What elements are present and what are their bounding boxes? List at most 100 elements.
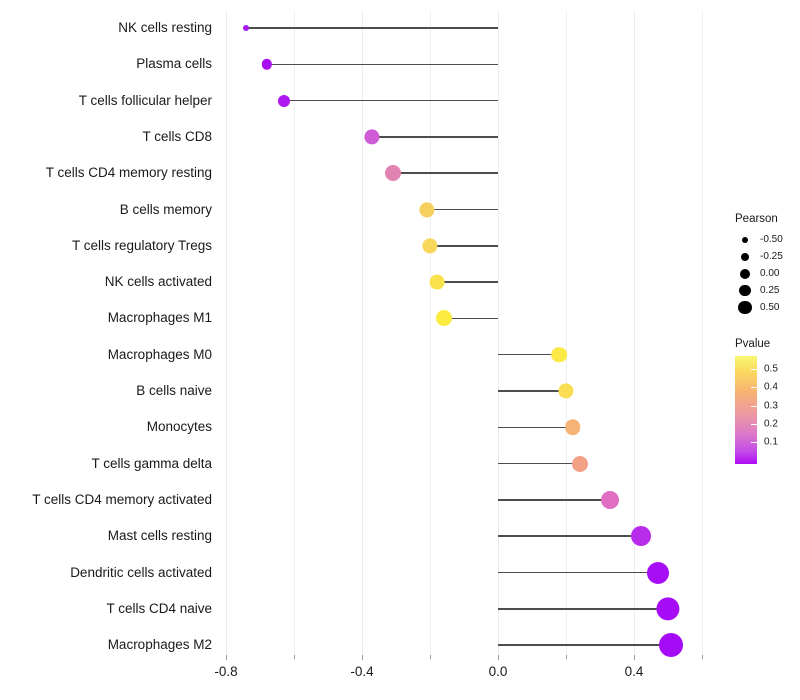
lollipop-point[interactable]: [571, 455, 588, 472]
y-axis-label: NK cells resting: [118, 20, 212, 35]
lollipop-stem: [498, 535, 641, 537]
y-axis-label: T cells gamma delta: [91, 455, 212, 471]
pearson-legend-item: 0.25: [735, 282, 800, 299]
gridline: [498, 10, 499, 655]
lollipop-point[interactable]: [422, 238, 438, 254]
lollipop-stem: [266, 63, 498, 66]
pvalue-colorbar-label: 0.2: [764, 418, 778, 430]
lollipop-stem: [426, 208, 498, 211]
lollipop-stem: [498, 426, 573, 429]
pvalue-colorbar-label: 0.3: [764, 400, 778, 412]
pvalue-color-legend: Pvalue 0.5 0.4 0.3 0.2 0.1: [735, 338, 800, 464]
gridline: [566, 10, 567, 655]
pvalue-colorbar-tick: [751, 442, 757, 444]
y-axis-label: T cells CD8: [142, 128, 212, 144]
gridline: [362, 10, 363, 655]
pearson-legend-dot: [740, 268, 750, 279]
y-axis-label: T cells regulatory Tregs: [71, 237, 212, 253]
lollipop-stem: [498, 644, 672, 646]
gridline: [430, 10, 431, 655]
lollipop-stem: [443, 317, 498, 320]
lollipop-point[interactable]: [659, 633, 684, 658]
lollipop-stem: [498, 571, 658, 574]
x-axis-tick-label: -0.4: [350, 664, 374, 679]
pvalue-colorbar-tick: [751, 387, 757, 389]
pvalue-colorbar: [735, 356, 757, 464]
y-axis-label: Macrophages M1: [107, 310, 212, 326]
x-axis-minor-tick: [702, 655, 703, 659]
y-axis-label: T cells CD4 memory resting: [45, 165, 212, 181]
lollipop-point[interactable]: [261, 59, 272, 70]
pearson-legend-dot: [741, 252, 749, 261]
lollipop-point[interactable]: [429, 274, 445, 290]
lollipop-point[interactable]: [558, 383, 574, 399]
pearson-legend-dot: [739, 284, 751, 297]
lollipop-point[interactable]: [646, 561, 669, 584]
pearson-legend-swatch: [735, 236, 755, 243]
pearson-legend-item: 0.50: [735, 299, 800, 316]
lollipop-stem: [498, 390, 566, 392]
pearson-size-legend: Pearson -0.50 -0.25 0.00 0.25 0.50: [735, 213, 800, 316]
x-axis-minor-tick: [430, 655, 431, 659]
lollipop-point[interactable]: [630, 526, 651, 547]
pearson-legend-label: -0.50: [760, 234, 783, 245]
lollipop-point[interactable]: [565, 419, 581, 436]
x-axis-tick: [498, 655, 499, 660]
y-axis-label: Macrophages M2: [107, 637, 212, 653]
lollipop-point[interactable]: [243, 25, 250, 31]
gridline: [634, 10, 635, 655]
y-axis-label: B cells memory: [119, 201, 212, 217]
lollipop-stem: [430, 245, 498, 247]
lollipop-point[interactable]: [384, 165, 401, 182]
x-axis-tick: [362, 655, 363, 660]
pearson-legend-swatch: [735, 300, 755, 315]
pearson-legend-swatch: [735, 284, 755, 297]
x-axis-minor-tick: [294, 655, 295, 659]
x-axis-tick-label: 0.4: [624, 664, 644, 679]
lollipop-stem: [246, 27, 498, 29]
lollipop-point[interactable]: [551, 346, 567, 363]
y-axis-label: NK cells activated: [104, 274, 212, 290]
lollipop-stem: [372, 136, 498, 138]
lollipop-point[interactable]: [364, 129, 380, 145]
lollipop-point[interactable]: [435, 310, 452, 327]
pearson-legend-label: -0.25: [760, 251, 783, 262]
pearson-legend-item: -0.25: [735, 248, 800, 265]
lollipop-point[interactable]: [656, 597, 680, 621]
y-axis-label: T cells follicular helper: [78, 92, 212, 108]
y-axis-label: Plasma cells: [136, 56, 212, 72]
pearson-legend-label: 0.50: [760, 302, 780, 313]
lollipop-point[interactable]: [419, 201, 435, 218]
lollipop-point[interactable]: [601, 490, 620, 509]
x-axis-tick-label: -0.8: [214, 664, 238, 679]
pearson-legend-item: 0.00: [735, 265, 800, 282]
y-axis-label: B cells naive: [136, 383, 212, 398]
y-axis-label: T cells CD4 naive: [106, 600, 212, 616]
pvalue-colorbar-label: 0.5: [764, 363, 778, 375]
pvalue-colorbar-tick: [751, 405, 757, 407]
lollipop-stem: [498, 608, 668, 610]
lollipop-stem: [498, 353, 560, 356]
lollipop-stem: [498, 499, 611, 501]
pvalue-colorbar-label: 0.1: [764, 436, 778, 448]
pearson-legend-label: 0.00: [760, 268, 780, 279]
pearson-legend-items: -0.50 -0.25 0.00 0.25 0.50: [735, 231, 800, 316]
lollipop-point[interactable]: [277, 94, 290, 107]
pvalue-colorbar-tick: [751, 424, 757, 426]
pvalue-colorbar-ticks: 0.5 0.4 0.3 0.2 0.1: [751, 356, 797, 464]
plot-panel: [222, 10, 712, 658]
lollipop-stem: [436, 281, 498, 283]
x-axis-tick-label: 0.0: [488, 664, 508, 679]
lollipop-stem: [283, 99, 498, 102]
x-axis-minor-tick: [566, 655, 567, 659]
pvalue-legend-title: Pvalue: [735, 338, 771, 350]
y-axis-label: Macrophages M0: [107, 346, 212, 362]
pvalue-colorbar-label: 0.4: [764, 381, 778, 393]
pearson-legend-title: Pearson: [735, 213, 778, 225]
lollipop-stem: [392, 172, 498, 174]
y-axis-label: Monocytes: [146, 419, 212, 435]
gridline: [294, 10, 295, 655]
gridline: [702, 10, 703, 655]
gridline: [226, 10, 227, 655]
